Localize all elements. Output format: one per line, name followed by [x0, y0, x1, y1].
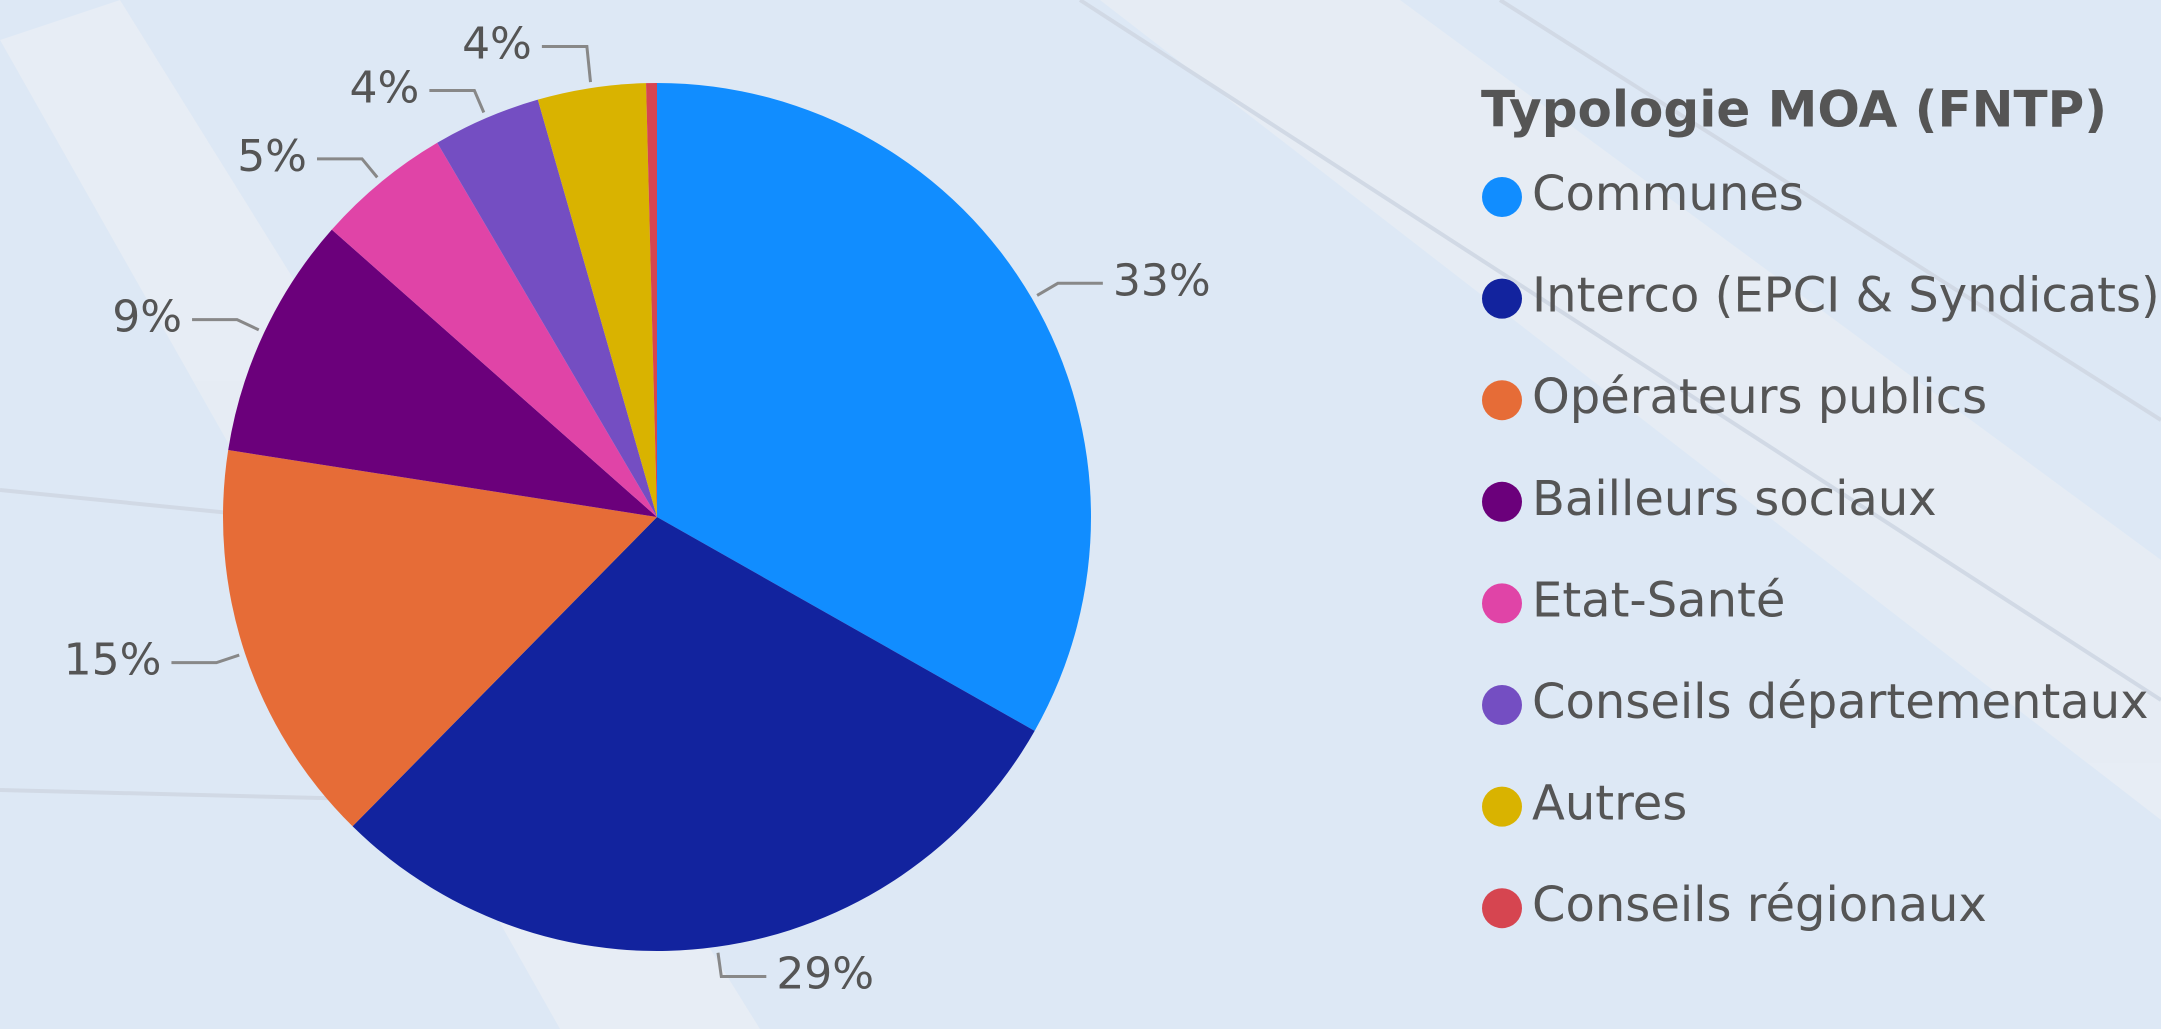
legend-label: Communes — [1532, 166, 1804, 222]
leader-line — [171, 655, 239, 663]
data-label: 5% — [237, 131, 307, 182]
chart: Typologie MOA (FNTP) 33% 29% 15% 9% 5% 4% 4% Co… — [0, 0, 2161, 1029]
legend-marker — [1482, 177, 1522, 217]
legend-label: Etat-Santé — [1532, 572, 1785, 628]
leader-line — [718, 953, 766, 977]
data-label: 15% — [64, 635, 162, 686]
legend-label: Conseils régionaux — [1532, 877, 1987, 933]
data-label: 29% — [776, 949, 874, 1000]
data-label: 4% — [462, 18, 532, 69]
legend-label: Interco (EPCI & Syndicats) — [1532, 268, 2160, 324]
leader-line — [317, 159, 377, 178]
legend-marker — [1482, 787, 1522, 827]
legend-marker — [1482, 482, 1522, 522]
legend-marker — [1482, 583, 1522, 623]
leader-line — [1037, 283, 1103, 295]
legend-label: Conseils départementaux — [1532, 674, 2149, 730]
legend-marker — [1482, 685, 1522, 725]
legend-title: Typologie MOA (FNTP) — [1481, 81, 2107, 139]
legend-label: Autres — [1532, 776, 1687, 832]
data-label: 33% — [1113, 255, 1211, 306]
legend-marker — [1482, 380, 1522, 420]
legend-marker — [1482, 279, 1522, 319]
data-label: 4% — [350, 62, 420, 113]
data-label: 9% — [112, 292, 182, 343]
leader-line — [429, 90, 483, 112]
leader-line — [542, 46, 591, 82]
legend-label: Opérateurs publics — [1532, 369, 1987, 425]
legend-label: Bailleurs sociaux — [1532, 471, 1937, 527]
legend-marker — [1482, 888, 1522, 928]
